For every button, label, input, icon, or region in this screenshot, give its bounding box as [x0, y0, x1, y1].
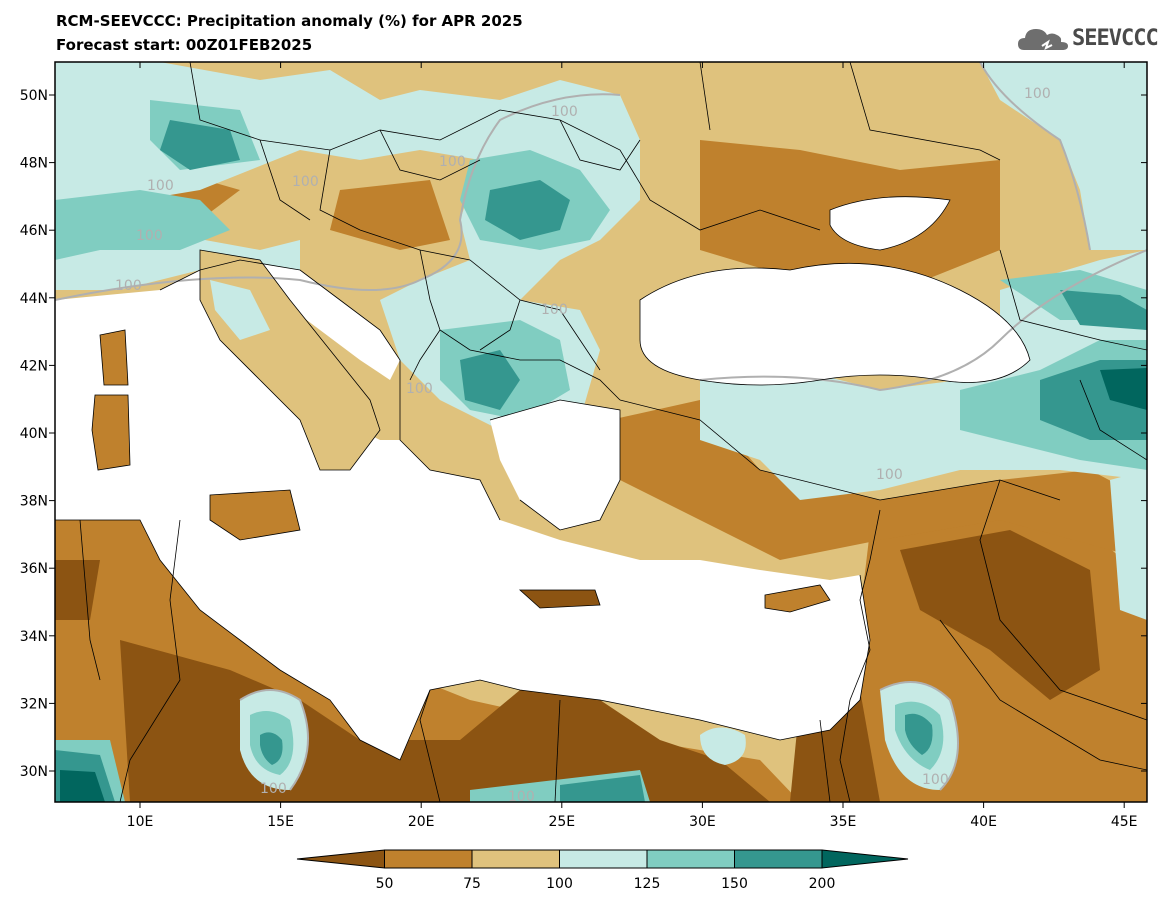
lon-tick-label: 35E: [830, 814, 857, 830]
contour-labels: 100 100 100 100 100 100 100 100 100 100 …: [115, 86, 1051, 805]
contour-label: 100: [1024, 86, 1051, 102]
legend-swatch: [384, 849, 473, 869]
legend-swatch: [471, 849, 560, 869]
lat-tick-label: 50N: [20, 88, 48, 104]
corsica: [100, 330, 128, 385]
lat-tick-label: 36N: [20, 561, 48, 577]
lat-tick-label: 38N: [20, 494, 48, 510]
lon-tick-label: 15E: [267, 814, 294, 830]
contour-label: 100: [136, 228, 163, 244]
lon-tick-label: 25E: [548, 814, 575, 830]
legend-tick-label: 50: [376, 876, 394, 892]
lon-tick-label: 40E: [970, 814, 997, 830]
legend-tick-label: 125: [634, 876, 661, 892]
cloud-logo-icon: [1018, 29, 1068, 50]
lat-tick-label: 42N: [20, 358, 48, 374]
legend-swatch: [646, 849, 735, 869]
contour-label: 100: [541, 302, 568, 318]
legend-swatch: [296, 849, 385, 869]
legend-tick-label: 150: [721, 876, 748, 892]
legend-tick-label: 100: [546, 876, 573, 892]
crete: [520, 590, 600, 608]
legend-tick-label: 200: [809, 876, 836, 892]
map-field: [55, 62, 1147, 802]
lon-tick-label: 20E: [408, 814, 435, 830]
contour-label: 100: [115, 278, 142, 294]
sea-of-azov: [830, 196, 950, 250]
black-sea: [640, 263, 1030, 385]
legend-tick-label: 75: [463, 876, 481, 892]
sardinia: [92, 395, 130, 470]
lat-tick-label: 44N: [20, 291, 48, 307]
lon-tick-label: 30E: [689, 814, 716, 830]
legend-swatch: [559, 849, 648, 869]
legend-swatch: [821, 849, 909, 869]
chart-title: RCM-SEEVCCC: Precipitation anomaly (%) f…: [56, 12, 523, 30]
lon-tick-label: 45E: [1111, 814, 1138, 830]
coastlines: [55, 196, 1031, 761]
contour-label: 100: [439, 154, 466, 170]
mediterranean-sea: [55, 270, 870, 760]
lon-tick-label: 10E: [127, 814, 154, 830]
lat-tick-label: 30N: [20, 764, 48, 780]
contour-label: 100: [147, 178, 174, 194]
sicily: [210, 490, 300, 540]
seevccc-logo: SEEVCCC: [1016, 20, 1159, 60]
contour-label: 100: [260, 781, 287, 797]
contour-label: 100: [922, 772, 949, 788]
legend-swatch: [734, 849, 823, 869]
aegean-sea: [490, 400, 620, 530]
contour-label: 100: [508, 789, 535, 805]
longitude-axis: 10E 15E 20E 25E 30E 35E 40E 45E: [127, 62, 1138, 830]
logo-text: SEEVCCC: [1072, 26, 1159, 51]
lat-tick-label: 48N: [20, 156, 48, 172]
contour-label: 100: [406, 381, 433, 397]
contour-label: 100: [292, 174, 319, 190]
country-borders: [79, 62, 1147, 802]
contour-label: 100: [876, 467, 903, 483]
lat-tick-label: 40N: [20, 426, 48, 442]
lat-tick-label: 32N: [20, 696, 48, 712]
forecast-start: Forecast start: 00Z01FEB2025: [56, 36, 313, 54]
latitude-axis: 50N 48N 46N 44N 42N 40N 38N 36N 34N 32N 30N: [20, 88, 1147, 780]
cyprus: [765, 585, 830, 612]
map-frame: [54, 61, 1148, 803]
lat-tick-label: 34N: [20, 629, 48, 645]
lat-tick-label: 46N: [20, 223, 48, 239]
contour-label: 100: [551, 104, 578, 120]
